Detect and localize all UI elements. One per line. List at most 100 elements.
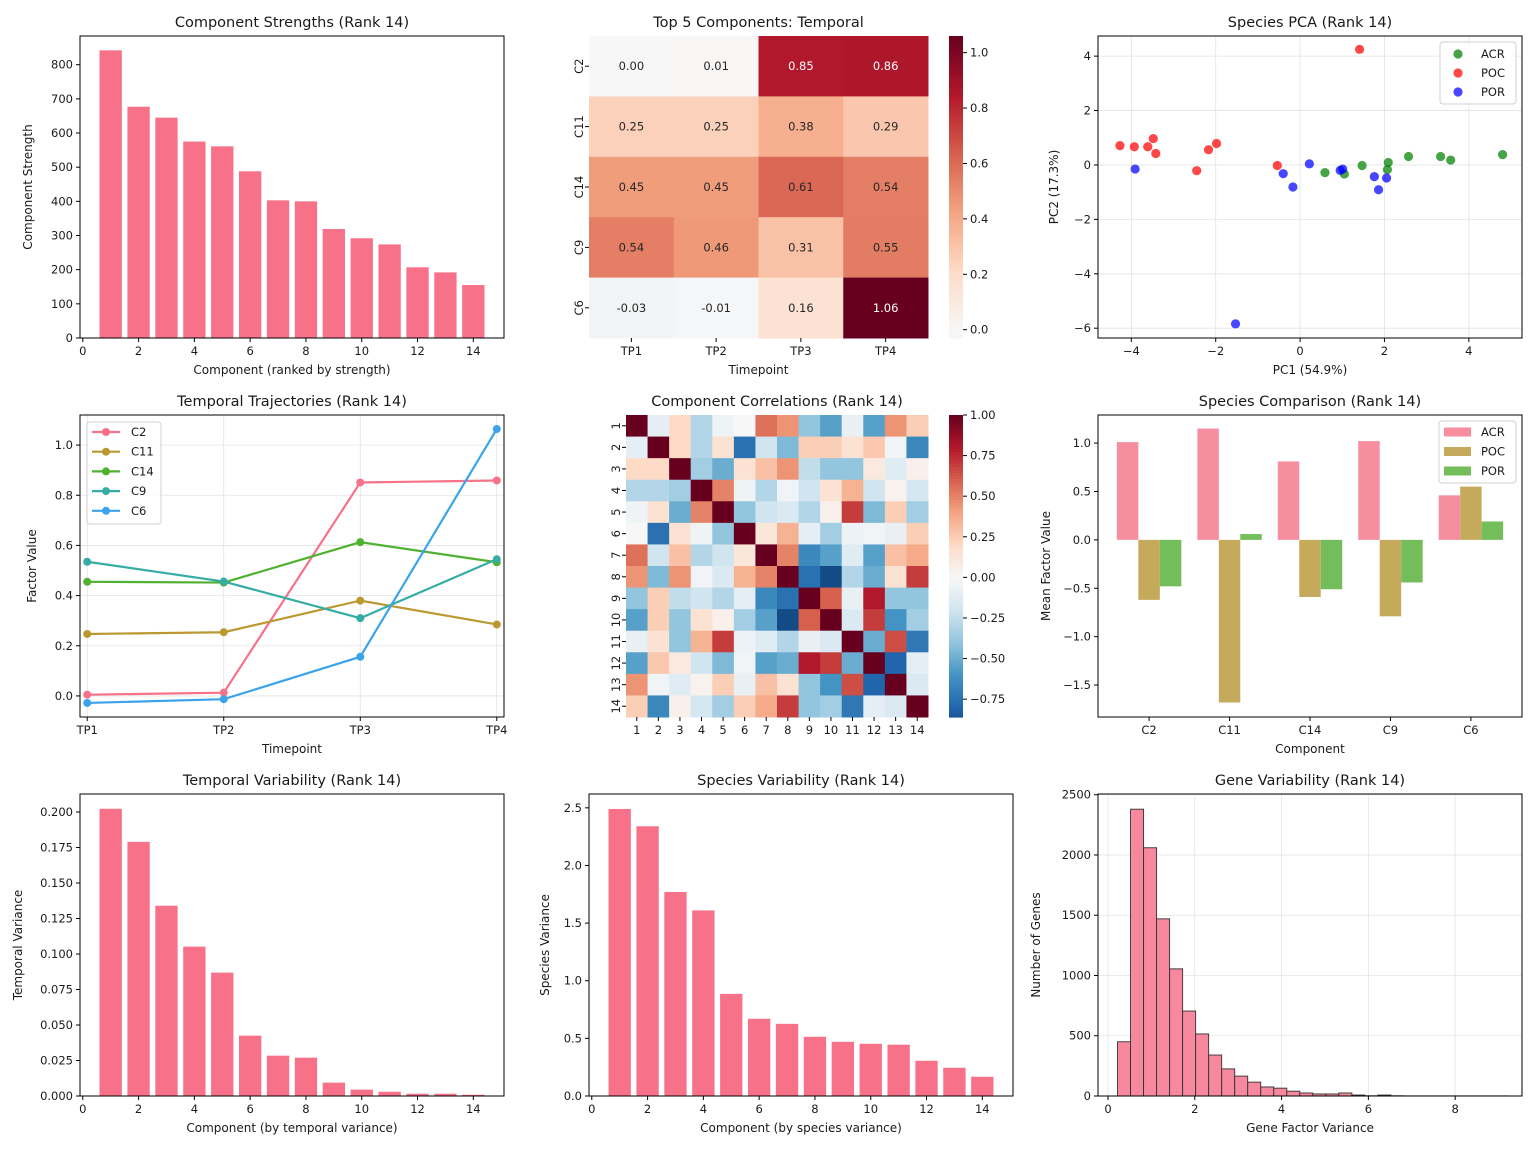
colorbar-segment	[949, 415, 963, 419]
colorbar-segment	[949, 325, 963, 330]
heatmap-cell	[841, 544, 864, 567]
scatter-point-por	[1338, 164, 1348, 174]
colorbar-segment	[949, 241, 963, 245]
colorbar-segment	[949, 710, 963, 715]
heatmap-cell	[755, 415, 778, 438]
colorbar-segment	[949, 277, 963, 282]
colorbar-tick-label: 0.0	[970, 323, 988, 337]
scatter-point-poc	[1148, 133, 1158, 144]
bar	[887, 1044, 910, 1096]
heatmap-cell	[733, 630, 756, 653]
scatter-point-por	[1130, 164, 1140, 174]
colorbar-segment	[949, 572, 963, 576]
legend-label: C14	[131, 464, 154, 478]
chart-title: Temporal Trajectories (Rank 14)	[176, 394, 407, 410]
x-tick-label: 4	[1278, 1102, 1285, 1116]
heatmap-cell	[626, 652, 649, 675]
colorbar-segment	[949, 205, 963, 209]
line-series-c14	[87, 541, 497, 584]
line-point-c11	[492, 620, 501, 629]
colorbar-segment	[949, 217, 963, 221]
bar	[127, 106, 150, 338]
y-tick-label: 11	[609, 634, 623, 649]
x-tick-label: TP3	[349, 723, 371, 737]
heatmap-cell	[647, 673, 670, 696]
cell-value-label: 0.00	[619, 59, 645, 73]
heatmap-cell	[863, 479, 886, 502]
bar	[462, 1094, 485, 1096]
heatmap-cell	[798, 501, 821, 524]
colorbar-segment	[949, 677, 963, 682]
axes-frame	[79, 35, 505, 339]
legend-marker	[1453, 68, 1463, 78]
y-tick-label: 7	[609, 552, 623, 559]
y-tick-label: C9	[572, 240, 586, 255]
heatmap-cell	[906, 458, 929, 481]
bar	[831, 1041, 854, 1096]
colorbar-segment	[949, 126, 963, 131]
x-axis-label: Gene Factor Variance	[1246, 1121, 1374, 1135]
panel-temporal-variability: 0 2 4 6 8 10 12 14 0.000 0.025 0.050 0.075 0.100 0.12…	[11, 773, 505, 1135]
colorbar-segment	[949, 421, 963, 425]
heatmap-cell	[798, 479, 821, 502]
y-tick-label: −1.5	[1063, 678, 1091, 692]
x-axis-label: Timepoint	[261, 742, 322, 756]
colorbar-segment	[949, 51, 963, 55]
bar	[322, 229, 345, 338]
heatmap-cell	[820, 522, 843, 545]
colorbar-segment	[949, 635, 963, 640]
y-tick-label: 2	[1084, 104, 1091, 118]
colorbar-segment	[949, 244, 963, 248]
colorbar-segment	[949, 54, 963, 58]
histogram-bar	[1130, 808, 1145, 1097]
colorbar-segment	[949, 454, 963, 458]
heatmap-cell	[673, 217, 759, 279]
chart-title: Species Variability (Rank 14)	[697, 773, 905, 789]
colorbar-segment	[949, 105, 963, 110]
y-tick-label: 10	[609, 613, 623, 628]
heatmap-cell	[712, 587, 735, 610]
heatmap-cell	[863, 609, 886, 632]
colorbar-segment	[949, 535, 963, 540]
y-axis-label: PC2 (17.3%)	[1047, 150, 1061, 225]
y-tick-label: 0.150	[40, 876, 73, 890]
legend-label: C2	[131, 425, 146, 439]
colorbar-segment	[949, 193, 963, 197]
histogram-bar	[1221, 1068, 1236, 1097]
y-tick-label: 6	[609, 530, 623, 537]
colorbar-segment	[949, 478, 963, 483]
colorbar-segment	[949, 150, 963, 155]
heatmap-cell	[906, 652, 929, 675]
heatmap-cell	[755, 587, 778, 610]
x-tick-label: 6	[1365, 1102, 1372, 1116]
bar	[378, 1091, 401, 1096]
heatmap-cell	[712, 566, 735, 589]
colorbar-segment	[949, 156, 963, 161]
colorbar-segment	[949, 147, 963, 152]
axes-frame	[1097, 793, 1523, 1097]
y-tick-label: 0.075	[40, 983, 73, 997]
scatter-point-acr	[1403, 151, 1414, 162]
histogram-bar	[1156, 918, 1171, 1097]
colorbar-segment	[949, 463, 963, 467]
y-tick-label: 0	[66, 331, 73, 345]
heatmap-cell	[626, 673, 649, 696]
heatmap-cell	[884, 587, 907, 610]
chart-title: Component Strengths (Rank 14)	[175, 15, 409, 31]
colorbar-segment	[949, 472, 963, 476]
y-tick-label: 1.0	[55, 438, 73, 452]
heatmap-cell	[755, 501, 778, 524]
line-point-c2	[356, 478, 365, 487]
heatmap-cell	[820, 630, 843, 653]
heatmap-cell	[758, 217, 844, 279]
bar	[943, 1067, 966, 1096]
colorbar-segment	[949, 593, 963, 597]
y-tick-label: 0.0	[1073, 533, 1091, 547]
x-axis-label: Component (by species variance)	[700, 1121, 902, 1135]
colorbar-segment	[949, 436, 963, 440]
colorbar-segment	[949, 662, 963, 667]
colorbar-tick-label: 0.50	[970, 489, 996, 503]
line-point-c2	[219, 688, 228, 697]
panel-species-comparison: C2 C11 C14 C9 C6 −1.5 −1.0 −0.5 0.0 0.5 1.0 Species…	[1039, 394, 1523, 756]
